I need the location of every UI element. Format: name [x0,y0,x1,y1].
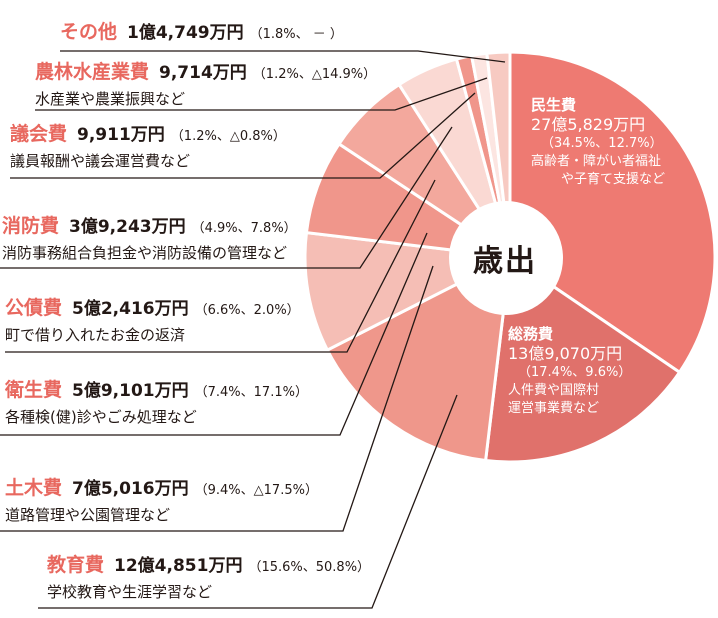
leader-line-sonota [60,50,506,63]
leader-line-kosai [5,179,436,353]
label-name: 消防費 [2,215,60,237]
label-sonota: その他 1億4,749万円 （1.8%、 － ） [60,22,343,45]
label-name: その他 [60,21,118,43]
leader-line-shobo [0,126,453,269]
pie-slice-0 [508,50,717,375]
label-pct: （17.4%、9.6%） [518,365,632,380]
label-norin: 農林水産業費 9,714万円 （1.2%、△14.9%） 水産業や農業振興など [35,62,376,109]
label-desc: 町で借り入れたお金の返済 [5,326,186,344]
label-kosai: 公債費 5億2,416万円 （6.6%、2.0%） 町で借り入れたお金の返済 [5,298,300,345]
label-desc: 高齢者・障がい者福祉 [531,154,662,169]
label-desc: 議員報酬や議会運営費など [10,152,191,170]
label-name: 衛生費 [5,379,63,401]
label-desc: 道路管理や公園管理など [5,506,171,524]
label-pct: （1.2%、△14.9%） [252,67,377,82]
label-pct: （9.4%、△17.5%） [194,483,318,498]
label-amount: 27億5,829万円 [531,115,646,134]
label-somu: 総務費 13億9,070万円 （17.4%、9.6%） 人件費や国際村 運営事業… [508,325,631,418]
label-amount: 3億9,243万円 [69,217,186,237]
pie-slice-2 [325,254,512,463]
leader-line-norin [35,77,488,111]
leader-lines [0,50,506,609]
label-minsei: 民生費 27億5,829万円 （34.5%、12.7%） 高齢者・障がい者福祉 … [531,96,665,189]
label-name: 農林水産業費 [35,61,150,83]
label-doboku: 土木費 7億5,016万円 （9.4%、△17.5%） 道路管理や公園管理など [5,478,318,525]
label-amount: 5億2,416万円 [72,299,189,319]
label-name: 総務費 [508,325,554,343]
label-pct: （7.4%、17.1%） [194,385,308,400]
label-shobo: 消防費 3億9,243万円 （4.9%、7.8%） 消防事務組合負担金や消防設備の管… [2,216,297,263]
label-amount: 7億5,016万円 [72,479,189,499]
pie-slice-1 [483,254,682,464]
label-kyoiku: 教育費 12億4,851万円 （15.6%、50.8%） 学校教育や生涯学習など [47,555,370,602]
label-pct: （15.6%、50.8%） [248,560,371,575]
label-pct: （1.2%、△0.8%） [170,129,286,144]
label-amount: 9,714万円 [159,63,247,83]
label-name: 教育費 [47,554,105,576]
label-amount: 9,911万円 [77,125,165,145]
label-desc: 人件費や国際村 [508,383,600,398]
label-desc: 各種検(健)診やごみ処理など [5,408,197,426]
label-desc: 水産業や農業振興など [35,90,186,108]
label-pct: （4.9%、7.8%） [191,221,297,236]
label-amount: 13億9,070万円 [508,344,623,363]
leader-line-eisei [0,232,428,436]
donut-hole [449,201,563,315]
label-amount: 5億9,101万円 [72,381,189,401]
label-pct: （6.6%、2.0%） [194,303,300,318]
center-title: 歳出 [473,244,537,279]
label-pct: （1.8%、 － ） [249,27,343,42]
label-desc: や子育て支援など [561,172,666,187]
leader-line-doboku [0,265,434,532]
label-name: 公債費 [5,297,63,319]
label-name: 議会費 [10,123,68,145]
leader-line-gikai [10,92,476,179]
label-eisei: 衛生費 5億9,101万円 （7.4%、17.1%） 各種検(健)診やごみ処理など [5,380,308,427]
label-name: 土木費 [5,477,63,499]
leader-line-kyoiku [38,394,458,609]
label-desc: 運営事業費など [508,401,600,416]
label-pct: （34.5%、12.7%） [541,136,663,151]
label-name: 民生費 [531,96,577,114]
label-gikai: 議会費 9,911万円 （1.2%、△0.8%） 議員報酬や議会運営費など [10,124,286,171]
label-amount: 12億4,851万円 [114,556,243,576]
label-desc: 消防事務組合負担金や消防設備の管理など [2,244,288,262]
label-desc: 学校教育や生涯学習など [47,583,213,601]
label-amount: 1億4,749万円 [127,23,244,43]
